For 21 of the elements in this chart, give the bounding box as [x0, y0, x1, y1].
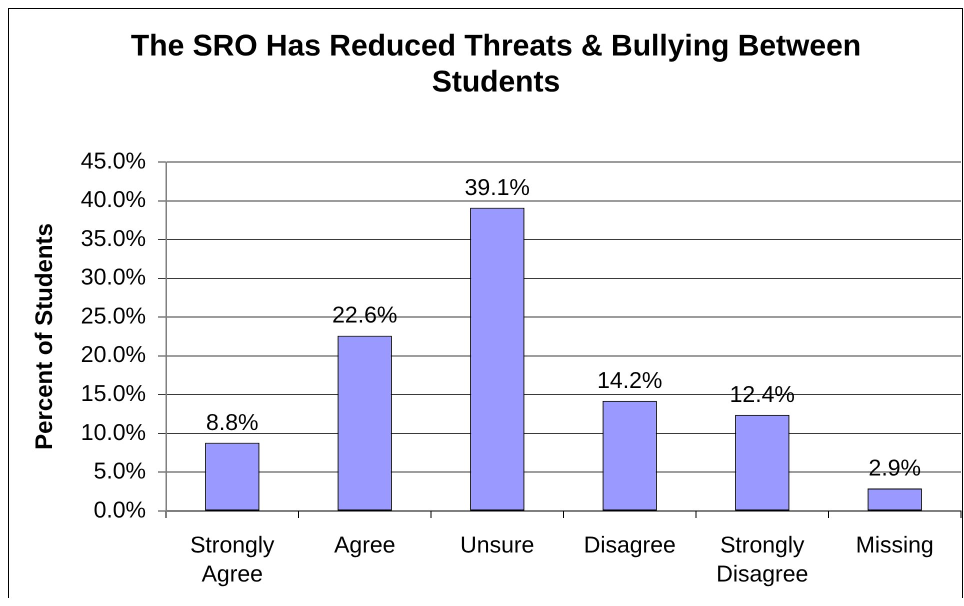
x-tick-label: Strongly Disagree: [716, 532, 808, 586]
y-tick-label: 20.0%: [80, 341, 146, 368]
x-tick-label: Unsure: [460, 532, 534, 558]
x-tick-label: Strongly Agree: [190, 532, 275, 586]
y-tick-label: 5.0%: [94, 458, 146, 484]
y-tick-label: 15.0%: [80, 380, 146, 406]
data-label: 14.2%: [597, 366, 662, 393]
y-axis-title: Percent of Students: [31, 223, 58, 450]
x-tick-label: Missing: [856, 532, 934, 558]
x-tick-label: Agree: [334, 532, 396, 558]
data-label: 39.1%: [464, 174, 530, 200]
data-label: 8.8%: [206, 408, 258, 435]
y-tick-label: 10.0%: [80, 418, 146, 445]
x-tick-label: Disagree: [584, 532, 676, 558]
chart-title: The SRO Has Reduced Threats & Bullying Between Students: [130, 29, 862, 98]
y-tick-label: 45.0%: [80, 147, 146, 174]
y-tick-label: 35.0%: [80, 224, 146, 251]
y-tick-label: 25.0%: [80, 302, 146, 328]
y-tick-label: 0.0%: [94, 496, 146, 522]
y-tick-label: 30.0%: [80, 264, 146, 290]
y-tick-label: 40.0%: [80, 186, 146, 212]
